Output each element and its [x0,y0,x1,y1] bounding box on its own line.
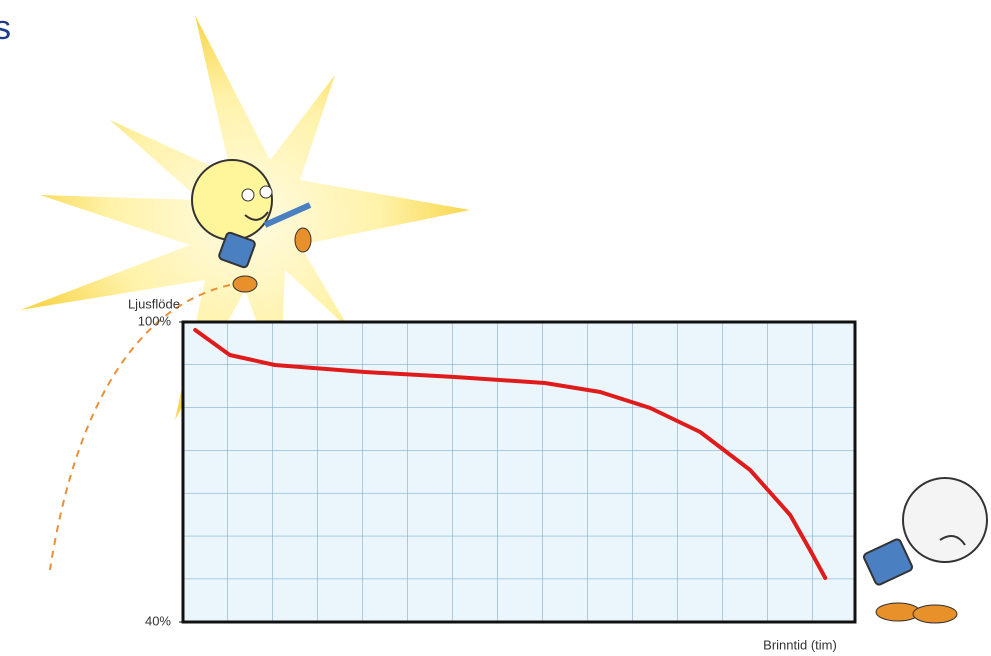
tired-bulb [863,478,987,623]
y-axis-label: Ljusflöde [128,296,180,311]
x-axis-label: Brinntid (tim) [763,637,837,652]
chart: s Ljusflöde Brinntid (tim) 40% 100% [0,0,991,656]
y-tick-label: 100% [138,313,172,328]
y-tick-label: 40% [145,613,171,628]
title-fragment: s [0,9,11,47]
